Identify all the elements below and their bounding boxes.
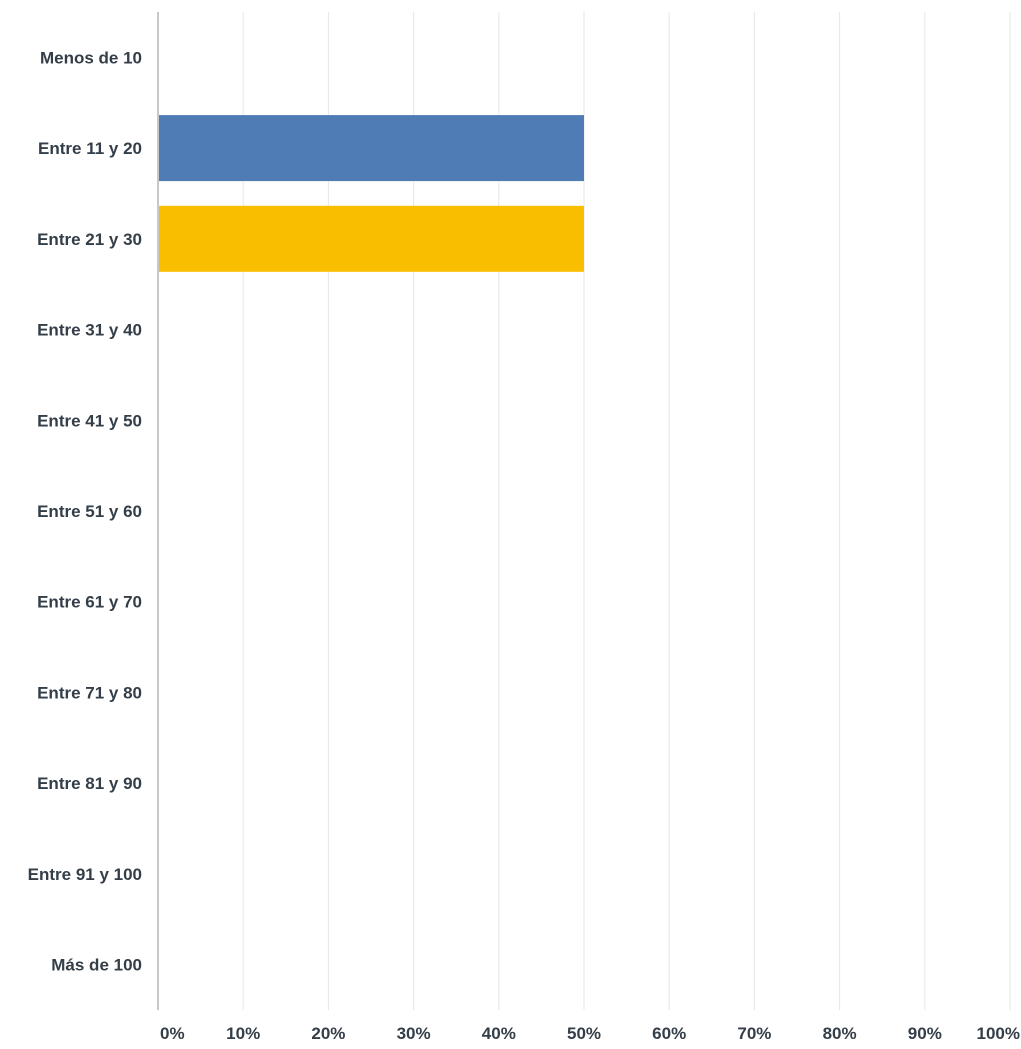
category-label: Entre 51 y 60 <box>37 502 142 521</box>
x-tick-label: 30% <box>397 1024 431 1043</box>
category-label: Entre 71 y 80 <box>37 683 142 702</box>
x-tick-label: 10% <box>226 1024 260 1043</box>
category-label: Entre 11 y 20 <box>38 139 142 158</box>
category-label: Entre 81 y 90 <box>37 774 142 793</box>
category-label: Entre 31 y 40 <box>37 321 142 340</box>
category-labels: Menos de 10 Entre 11 y 20 Entre 21 y 30 Ent… <box>28 48 142 974</box>
x-tick-label: 80% <box>823 1024 857 1043</box>
bar <box>158 205 584 272</box>
x-tick-label: 40% <box>482 1024 516 1043</box>
x-tick-label: 0% <box>160 1024 185 1043</box>
x-tick-label: 50% <box>567 1024 601 1043</box>
x-tick-label: 100% <box>977 1024 1020 1043</box>
bars <box>158 115 584 272</box>
bar <box>158 115 584 182</box>
category-label: Entre 91 y 100 <box>28 865 142 884</box>
category-label: Menos de 10 <box>40 48 142 67</box>
x-tick-label: 20% <box>311 1024 345 1043</box>
category-label: Entre 21 y 30 <box>37 230 142 249</box>
x-tick-label: 90% <box>908 1024 942 1043</box>
x-tick-labels: 0% 10% 20% 30% 40% 50% 60% 70% 80% 90% 100% <box>160 1024 1020 1043</box>
x-tick-label: 70% <box>737 1024 771 1043</box>
x-tick-label: 60% <box>652 1024 686 1043</box>
category-label: Entre 41 y 50 <box>37 411 142 430</box>
category-label: Más de 100 <box>51 956 142 975</box>
category-label: Entre 61 y 70 <box>37 593 142 612</box>
